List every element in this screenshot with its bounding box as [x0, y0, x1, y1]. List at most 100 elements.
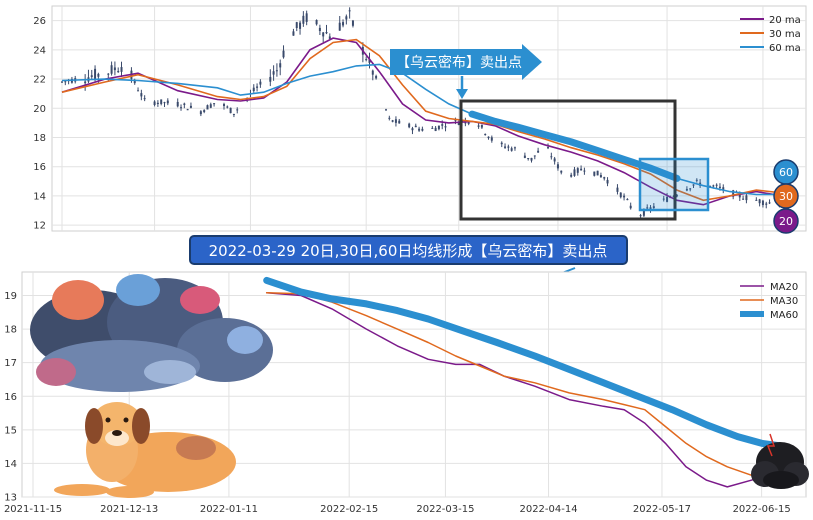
banner-text: 2022-03-29 20日,30日,60日均线形成【乌云密布】卖出点 — [209, 242, 608, 260]
candle-body — [616, 187, 619, 192]
candle-body — [325, 32, 328, 34]
candle-body — [137, 90, 140, 92]
candle-body — [550, 156, 553, 158]
sell-point-callout: 【乌云密布】卖出点 — [390, 44, 542, 99]
candle-body — [328, 36, 331, 39]
candle-body — [199, 111, 202, 115]
bottom-line-MA20 — [265, 292, 787, 488]
candle-body — [467, 122, 470, 124]
candle-body — [652, 206, 655, 208]
bottom-x-tick-label: 2022-06-15 — [733, 504, 791, 515]
candle-body — [523, 155, 526, 158]
candle-body — [229, 107, 232, 114]
candle-body — [576, 168, 579, 173]
legend-label-MA60: MA60 — [770, 310, 798, 321]
candle-body — [160, 99, 163, 104]
candle-body — [623, 195, 626, 198]
candle-body — [388, 117, 391, 119]
candle-body — [732, 190, 735, 197]
candle-body — [371, 70, 374, 75]
candle-body — [527, 158, 530, 160]
candle-body — [113, 67, 116, 71]
bottom-x-tick-label: 2021-12-13 — [100, 504, 158, 515]
candle-body — [666, 196, 669, 202]
candle-body — [606, 179, 609, 184]
top-line-30ma — [61, 38, 783, 202]
callout-text: 【乌云密布】卖出点 — [396, 54, 522, 71]
badge-30-label: 30 — [779, 190, 793, 203]
candle-body — [556, 164, 559, 169]
candle-body — [593, 171, 596, 176]
candle-body — [302, 15, 305, 24]
candle-body — [342, 22, 345, 26]
candle-body — [537, 150, 540, 153]
candle-body — [259, 81, 262, 85]
candle-body — [510, 148, 513, 151]
candle-body — [758, 199, 761, 204]
candle-body — [431, 127, 434, 129]
candle-body — [322, 32, 325, 37]
candle-body — [279, 63, 282, 68]
candle-body — [408, 123, 411, 128]
candle-body — [90, 75, 93, 77]
candle-body — [500, 142, 503, 145]
candle-body — [117, 70, 120, 73]
candle-body — [282, 50, 285, 58]
candle-body — [504, 146, 507, 148]
top-y-tick-label: 18 — [33, 133, 46, 144]
candle-body — [176, 101, 179, 107]
candle-body — [183, 103, 186, 105]
candle-body — [315, 20, 318, 25]
candle-body — [513, 147, 516, 149]
storm-cloud-illustration — [30, 274, 273, 392]
candle-body — [351, 20, 354, 26]
badge-30-circle — [773, 183, 799, 209]
candle-body — [180, 107, 183, 109]
candle-body — [318, 27, 321, 31]
top-ma-lines — [61, 37, 783, 206]
candle-body — [596, 170, 599, 176]
bottom-y-tick-label: 13 — [4, 493, 17, 504]
candle-body — [692, 184, 695, 186]
candle-body — [745, 195, 748, 201]
candle-body — [761, 200, 764, 206]
legend-label-30ma: 30 ma — [769, 29, 801, 40]
candle-body — [186, 109, 189, 111]
crossover-highlight-box — [638, 157, 710, 212]
top-legend: 20 ma 30 ma 60 ma — [740, 15, 801, 54]
candle-body — [411, 128, 414, 131]
badge-20-circle — [773, 208, 799, 234]
bottom-y-tick-label: 15 — [4, 425, 17, 436]
candle-body — [712, 185, 715, 187]
legend-label-MA30: MA30 — [770, 296, 798, 307]
candle-body — [434, 127, 437, 132]
candle-body — [120, 67, 123, 72]
candle-body — [394, 119, 397, 123]
candle-body — [213, 103, 216, 105]
candle-body — [133, 80, 136, 84]
top-y-tick-label: 20 — [33, 104, 46, 115]
top-y-tick-label: 22 — [33, 75, 46, 86]
candle-body — [765, 203, 768, 205]
candle-body — [209, 104, 212, 108]
candle-body — [599, 175, 602, 178]
candle-body — [454, 119, 457, 121]
bottom-x-tick-label: 2021-11-15 — [4, 504, 62, 515]
candle-body — [738, 194, 741, 198]
bottom-line-MA30 — [265, 292, 787, 480]
candle-body — [490, 137, 493, 141]
candle-body — [61, 81, 63, 83]
candle-body — [639, 215, 642, 217]
bottom-x-tick-label: 2022-04-14 — [519, 504, 577, 515]
candle-body — [547, 147, 550, 149]
candle-body — [275, 70, 278, 72]
candle-body — [375, 76, 378, 79]
candle-body — [768, 202, 771, 204]
candle-body — [110, 65, 113, 74]
candle-body — [153, 101, 156, 105]
candle-body — [441, 124, 444, 126]
candle-body — [189, 105, 192, 108]
candle-body — [348, 10, 351, 12]
candle-body — [256, 86, 259, 88]
candle-body — [414, 125, 417, 128]
